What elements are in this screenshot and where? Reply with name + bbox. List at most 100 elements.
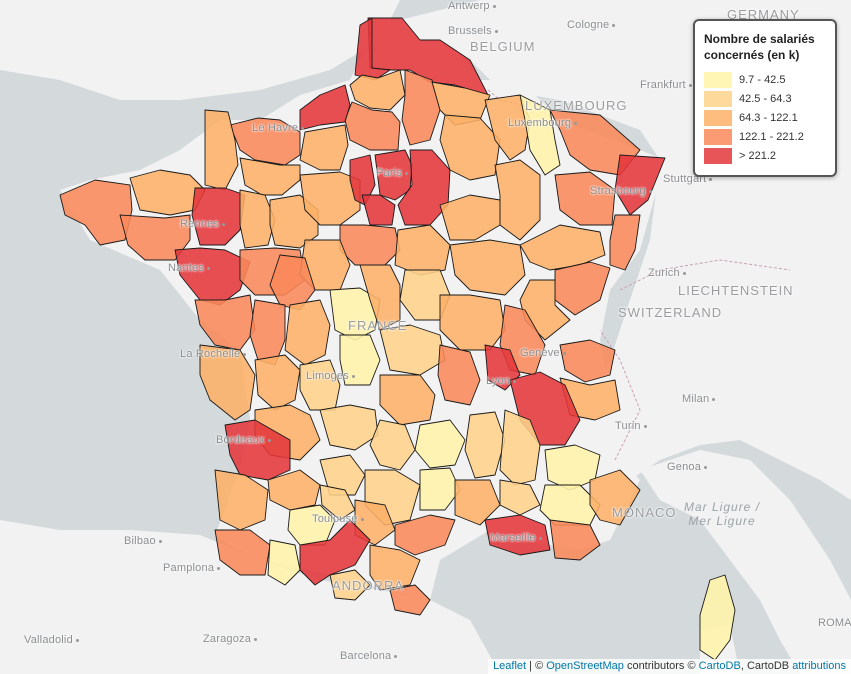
departement-gironde[interactable]: [224, 419, 291, 481]
place-label-zurich: Zurich: [648, 267, 686, 279]
departement-haute-marne[interactable]: [494, 159, 541, 241]
departement-corse[interactable]: [699, 574, 736, 661]
place-label-text: Nantes: [168, 262, 205, 274]
departement-loire-atlantique[interactable]: [174, 247, 251, 306]
departement-tarn-et-garonne[interactable]: [319, 484, 356, 521]
departement-haute-garonne[interactable]: [299, 519, 371, 586]
departement-cher[interactable]: [359, 264, 401, 331]
departement-gers[interactable]: [287, 504, 336, 546]
place-label-text: BELGIUM: [470, 39, 536, 54]
place-label-text: Marseille: [490, 532, 536, 544]
departement-finistere[interactable]: [59, 179, 133, 246]
departement-lozere[interactable]: [419, 467, 461, 511]
departement-essonne[interactable]: [361, 194, 396, 226]
departement-loire[interactable]: [437, 344, 481, 406]
departement-creuse[interactable]: [339, 334, 381, 386]
departement-pyrenees-atlantiques[interactable]: [214, 529, 271, 576]
place-label-limoges: Limoges: [306, 370, 355, 382]
departement-saone-et-loire[interactable]: [439, 294, 506, 351]
city-dot-icon: [643, 424, 647, 428]
cartodb-link[interactable]: CartoDB: [698, 660, 741, 672]
land-italy: [640, 450, 851, 674]
departement-var[interactable]: [549, 519, 601, 561]
departement-vosges[interactable]: [554, 171, 616, 226]
departement-manche[interactable]: [204, 109, 239, 191]
place-label-switzerland: SWITZERLAND: [618, 305, 722, 320]
legend-row: > 221.2: [704, 146, 827, 165]
departement-moselle[interactable]: [549, 109, 641, 176]
city-dot-icon: [394, 654, 398, 658]
city-dot-icon: [351, 374, 355, 378]
departement-eure-et-loir[interactable]: [299, 171, 361, 226]
departement-cote-dor[interactable]: [449, 239, 526, 296]
leaflet-link[interactable]: Leaflet: [493, 660, 527, 672]
departement-pas-de-calais[interactable]: [354, 17, 391, 81]
departement-deux-sevres[interactable]: [249, 299, 286, 366]
departement-oise[interactable]: [344, 101, 401, 151]
city-dot-icon: [301, 126, 305, 130]
place-label-text: FRANCE: [348, 318, 408, 333]
departement-herault[interactable]: [394, 514, 456, 556]
departement-yonne[interactable]: [394, 224, 451, 276]
departement-ariege[interactable]: [329, 569, 371, 601]
departement-hautes-pyrenees[interactable]: [267, 539, 301, 586]
departement-mayenne[interactable]: [239, 189, 276, 249]
place-label-luxembourg_city: Luxembourg: [508, 117, 578, 129]
departement-aude[interactable]: [369, 544, 421, 591]
departement-orne[interactable]: [239, 157, 301, 196]
departement-correze[interactable]: [319, 404, 379, 451]
departement-alpes-maritimes[interactable]: [589, 469, 641, 526]
departement-drome[interactable]: [499, 409, 541, 486]
city-dot-icon: [222, 222, 226, 226]
departement-vienne[interactable]: [284, 299, 331, 366]
departement-seine-maritime[interactable]: [299, 84, 351, 131]
departement-indre[interactable]: [329, 287, 381, 341]
departement-landes[interactable]: [214, 469, 269, 531]
departement-ardeche[interactable]: [464, 411, 506, 479]
departement-gard[interactable]: [454, 479, 501, 526]
city-dot-icon: [709, 177, 713, 181]
place-label-frankfurt: Frankfurt: [640, 79, 692, 91]
city-dot-icon: [360, 517, 364, 521]
legend-swatch: [704, 109, 732, 126]
osm-link[interactable]: OpenStreetMap: [546, 660, 624, 672]
departement-bas-rhin[interactable]: [614, 154, 666, 216]
place-label-brussels: Brussels: [448, 25, 498, 37]
departement-doubs[interactable]: [554, 261, 611, 316]
departement-haute-saone[interactable]: [519, 224, 606, 271]
attributions-link[interactable]: attributions: [792, 660, 846, 672]
departement-calvados[interactable]: [229, 117, 301, 166]
legend-row: 122.1 - 221.2: [704, 127, 827, 146]
place-label-text: Bordeaux: [216, 434, 265, 446]
attribution-sep: | ©: [526, 660, 547, 672]
country-border: [599, 329, 641, 461]
departement-puy-de-dome[interactable]: [379, 374, 436, 426]
departement-marne[interactable]: [439, 114, 501, 181]
departement-haute-vienne[interactable]: [299, 359, 341, 411]
place-label-barcelona: Barcelona: [340, 650, 398, 662]
departement-eure[interactable]: [299, 124, 349, 171]
departement-meurthe-et-moselle[interactable]: [519, 94, 561, 176]
place-label-text: Paris: [376, 167, 403, 179]
place-label-zaragoza: Zaragoza: [203, 633, 258, 645]
place-label-text: Rennes: [180, 218, 220, 230]
departement-cantal[interactable]: [369, 419, 416, 471]
departement-haute-loire[interactable]: [414, 419, 466, 469]
place-label-belgium: BELGIUM: [470, 39, 536, 54]
legend-row: 9.7 - 42.5: [704, 70, 827, 89]
departement-charente[interactable]: [254, 354, 301, 411]
departement-charente-maritime[interactable]: [199, 344, 256, 421]
departement-haute-savoie[interactable]: [559, 339, 616, 383]
city-dot-icon: [217, 566, 221, 570]
departement-pyrenees-orientales[interactable]: [389, 584, 431, 616]
departement-vaucluse[interactable]: [499, 479, 541, 516]
departement-vendee[interactable]: [194, 294, 256, 351]
departement-lot-et-garonne[interactable]: [267, 469, 321, 511]
departement-aube[interactable]: [439, 194, 501, 241]
departement-somme[interactable]: [349, 69, 406, 111]
departement-loiret[interactable]: [339, 224, 401, 266]
departement-bouches-du-rhone[interactable]: [484, 514, 551, 556]
departement-ille-et-vilaine[interactable]: [191, 187, 246, 246]
departement-haut-rhin[interactable]: [609, 214, 641, 271]
